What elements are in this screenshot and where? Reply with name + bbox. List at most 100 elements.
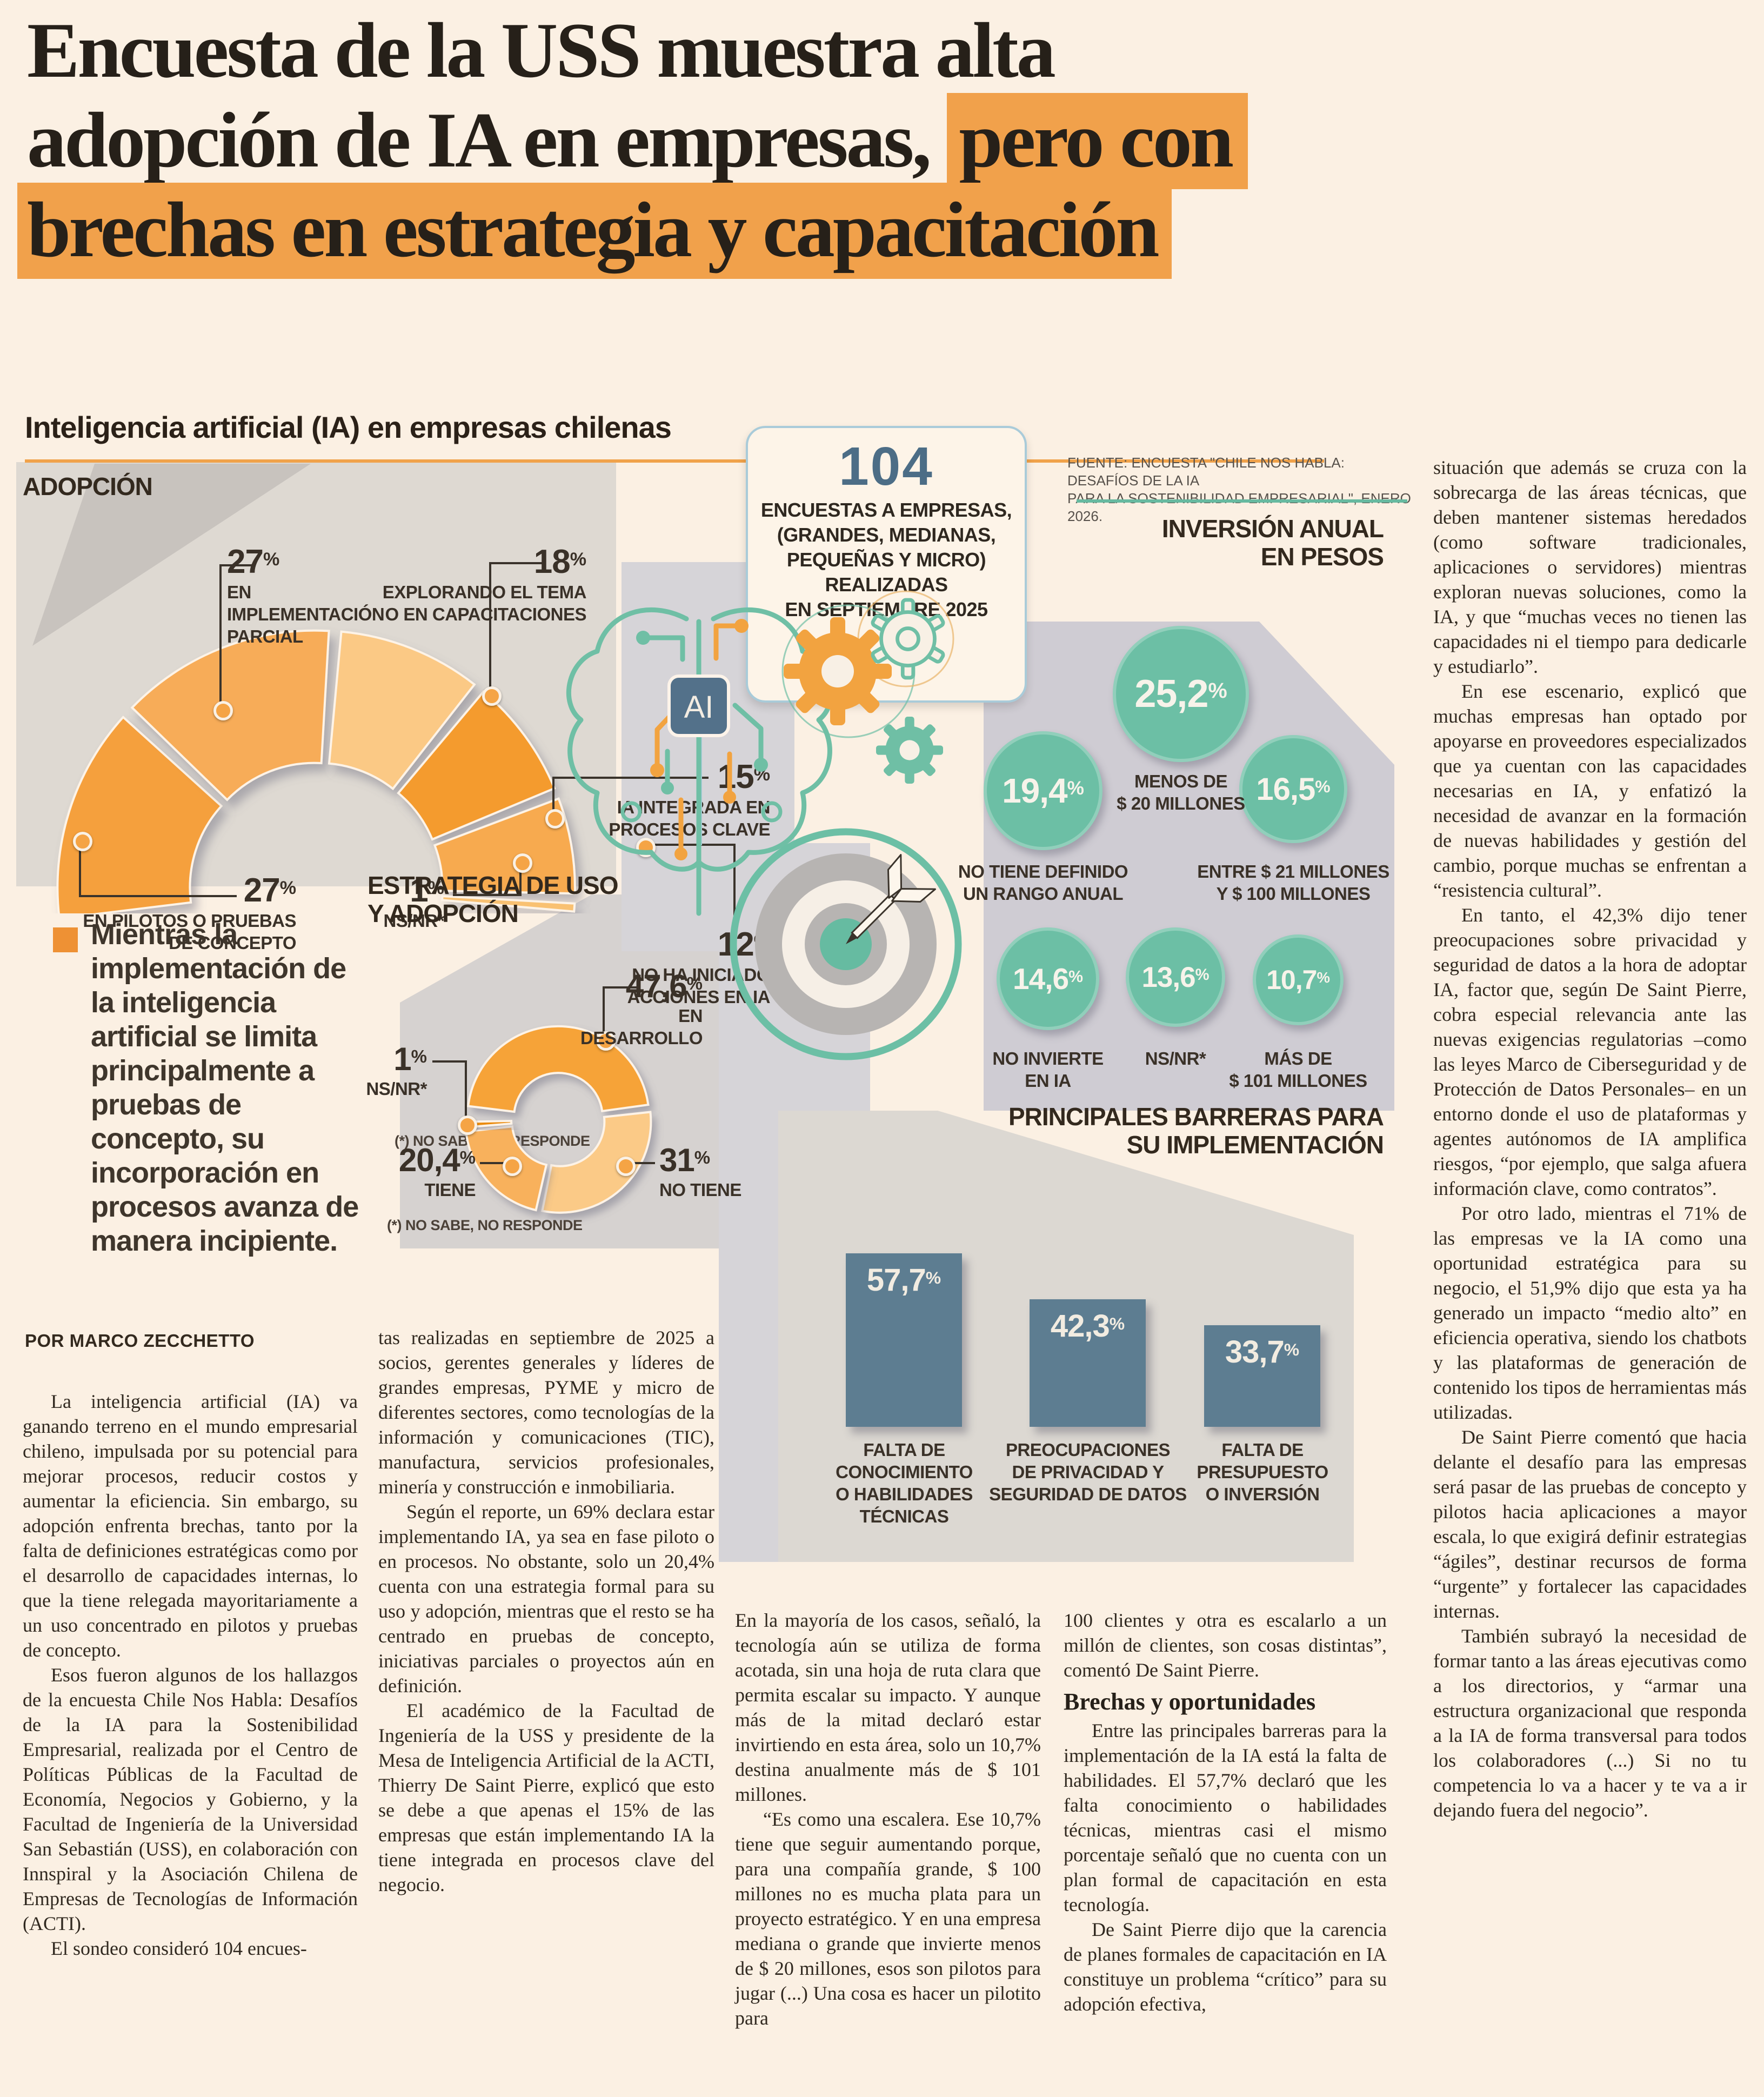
article-paragraph: Según el reporte, un 69% declara estar i… <box>378 1501 714 1697</box>
gear-teal-outline <box>871 598 945 680</box>
investment-label-3: ENTRE $ 21 MILLONES Y $ 100 MILLONES <box>1197 861 1389 904</box>
headline-line-1: Encuesta de la USS muestra alta <box>27 6 1056 94</box>
donut-marker <box>458 1116 477 1135</box>
article-paragraph: En la mayoría de los casos, señaló, la t… <box>735 1610 1041 1805</box>
gauge-segment-2 <box>328 630 476 791</box>
donut-label-nsnr: 1% NS/NR* <box>366 1041 427 1099</box>
gauge-label-pilotos: 27% EN PILOTOS O PRUEBAS DE CONCEPTO <box>83 872 296 953</box>
donut-label-tiene: 20,4% TIENE <box>398 1142 476 1200</box>
leader-line <box>733 844 736 926</box>
gauge-label-explorando: 18% EXPLORANDO EL TEMA O EN CAPACITACION… <box>382 543 587 624</box>
leader-line <box>219 564 254 566</box>
circuit-dot <box>650 763 664 777</box>
donut-label-desarrollo: 47,6% EN DESARROLLO <box>580 968 703 1048</box>
ai-brain-illustration: AI <box>566 607 833 916</box>
leader-line <box>651 844 736 846</box>
article-subhead: Brechas y oportunidades <box>1064 1688 1316 1715</box>
gauge-segment-0 <box>56 716 223 913</box>
gauge-label-nsnr: 1% NS/NR* <box>383 872 444 931</box>
investment-label-1: MENOS DE $ 20 MILLONES <box>1117 771 1245 813</box>
leader-line <box>603 986 637 989</box>
leader-line <box>79 850 81 897</box>
gauge-marker <box>73 832 92 851</box>
quote-bullet <box>53 927 78 952</box>
leader-line <box>453 894 521 896</box>
article-paragraph: “Es como una escalera. Ese 10,7% tiene q… <box>735 1808 1041 2029</box>
article-paragraph: También subrayó la necesidad de formar t… <box>1433 1625 1747 1821</box>
barrier-bar: 42,3% <box>1030 1299 1146 1427</box>
article-column-4: 100 clientes y otra es escalarlo a un mi… <box>1064 1608 1387 2016</box>
donut-marker <box>503 1157 522 1176</box>
article-paragraph: Por otro lado, mientras el 71% de las em… <box>1433 1203 1747 1423</box>
investment-circle-5: 13,6% <box>1126 927 1225 1027</box>
investment-label-4: NO INVIERTE EN IA <box>992 1048 1104 1091</box>
ai-chip <box>667 674 730 737</box>
investment-circle-6: 10,7% <box>1253 934 1344 1025</box>
article-paragraph: Esos fueron algunos de los hallazgos de … <box>23 1664 358 1934</box>
article-column-1: La inteligencia artificial (IA) va ganan… <box>23 1389 358 1961</box>
leader-line <box>465 1060 467 1120</box>
leader-line <box>603 986 605 1036</box>
circuit-dot <box>661 782 674 794</box>
gauge-segment-4 <box>433 797 576 895</box>
pull-quote: Mientras la implementación de la intelig… <box>91 918 359 1257</box>
gauge-marker <box>482 686 502 706</box>
investment-circle-3: 16,5% <box>1239 735 1347 843</box>
article-column-5: situación que además se cruza con la sob… <box>1433 455 1747 1822</box>
article-paragraph: La inteligencia artificial (IA) va ganan… <box>23 1391 358 1661</box>
donut-marker <box>616 1157 636 1176</box>
circuit-node <box>620 801 642 823</box>
leader-line <box>219 564 222 704</box>
investment-label-5: NS/NR* <box>1145 1048 1206 1068</box>
barrier-bar: 57,7% <box>846 1253 962 1427</box>
leader-line <box>432 1060 466 1063</box>
donut-label-no-tiene: 31% NO TIENE <box>659 1142 741 1200</box>
source-note: FUENTE: ENCUESTA "CHILE NOS HABLA: DESAF… <box>1067 455 1411 524</box>
headline-highlight-1: pero con <box>947 93 1248 189</box>
leader-line <box>480 1162 511 1164</box>
gear-teal-solid <box>876 717 944 784</box>
article-paragraph: tas realizadas en septiembre de 2025 a s… <box>378 1327 714 1498</box>
corner-triangle <box>32 464 311 646</box>
survey-number: 104 <box>839 436 934 497</box>
teal-rule <box>1077 499 1407 503</box>
gauge-label-integrada: 15% IA INTEGRADA EN PROCESOS CLAVE <box>609 758 770 839</box>
leader-line <box>491 562 543 564</box>
donut-segment-1 <box>540 1111 652 1214</box>
leader-line <box>622 1162 655 1164</box>
circuit-dot <box>734 619 749 633</box>
circuit-dot <box>674 847 687 860</box>
article-paragraph: situación que además se cruza con la sob… <box>1433 457 1747 677</box>
investment-circle-1: 25,2% <box>1113 626 1249 762</box>
headline-highlight-2: brechas en estrategia y capacitación <box>17 183 1172 279</box>
article-paragraph: En ese escenario, explicó que muchas emp… <box>1433 680 1747 901</box>
investment-label-6: MÁS DE $ 101 MILLONES <box>1229 1048 1367 1091</box>
investment-circle-4: 14,6% <box>997 927 1099 1030</box>
section-title-estrategia: ESTRATEGIA DE USO Y ADOPCIÓN <box>368 871 618 927</box>
barrier-label-2: PREOCUPACIONES DE PRIVACIDAD Y SEGURIDAD D… <box>989 1440 1187 1504</box>
target-dart-illustration <box>730 828 962 1060</box>
gauge-label-implementacion: 27% EN IMPLEMENTACIÓN PARCIAL <box>227 543 385 646</box>
leader-line <box>489 562 491 689</box>
infographic-title: Inteligencia artificial (IA) en empresas… <box>25 410 672 444</box>
leader-line <box>79 895 237 897</box>
headline-line-3: brechas en estrategia y capacitación <box>17 183 1486 279</box>
article-paragraph: De Saint Pierre dijo que la carencia de … <box>1064 1919 1387 2015</box>
ai-chip-label: AI <box>684 690 714 725</box>
article-column-3: En la mayoría de los casos, señaló, la t… <box>735 1608 1041 2031</box>
donut-footnote: (*) NO SABE, NO RESPONDE <box>387 1217 583 1233</box>
article-paragraph: El académico de la Facultad de Ingenierí… <box>378 1700 714 1895</box>
investment-circle-2: 19,4% <box>984 731 1102 850</box>
gauge-marker <box>213 701 233 720</box>
article-paragraph: En tanto, el 42,3% dijo tener preocupaci… <box>1433 904 1747 1199</box>
section-title-inversion: INVERSIÓN ANUAL EN PESOS <box>1161 515 1384 571</box>
dart-icon <box>846 854 936 944</box>
leader-line <box>519 870 522 896</box>
orange-rule <box>25 459 1324 463</box>
headline: Encuesta de la USS muestra alta adopción… <box>17 5 1486 279</box>
circuit-dot <box>723 791 736 804</box>
article-paragraph: El sondeo consideró 104 encues- <box>51 1938 307 1959</box>
survey-count-box: 104 ENCUESTAS A EMPRESAS, (GRANDES, MEDI… <box>746 426 1027 703</box>
section-title-adopcion: ADOPCIÓN <box>23 472 153 500</box>
